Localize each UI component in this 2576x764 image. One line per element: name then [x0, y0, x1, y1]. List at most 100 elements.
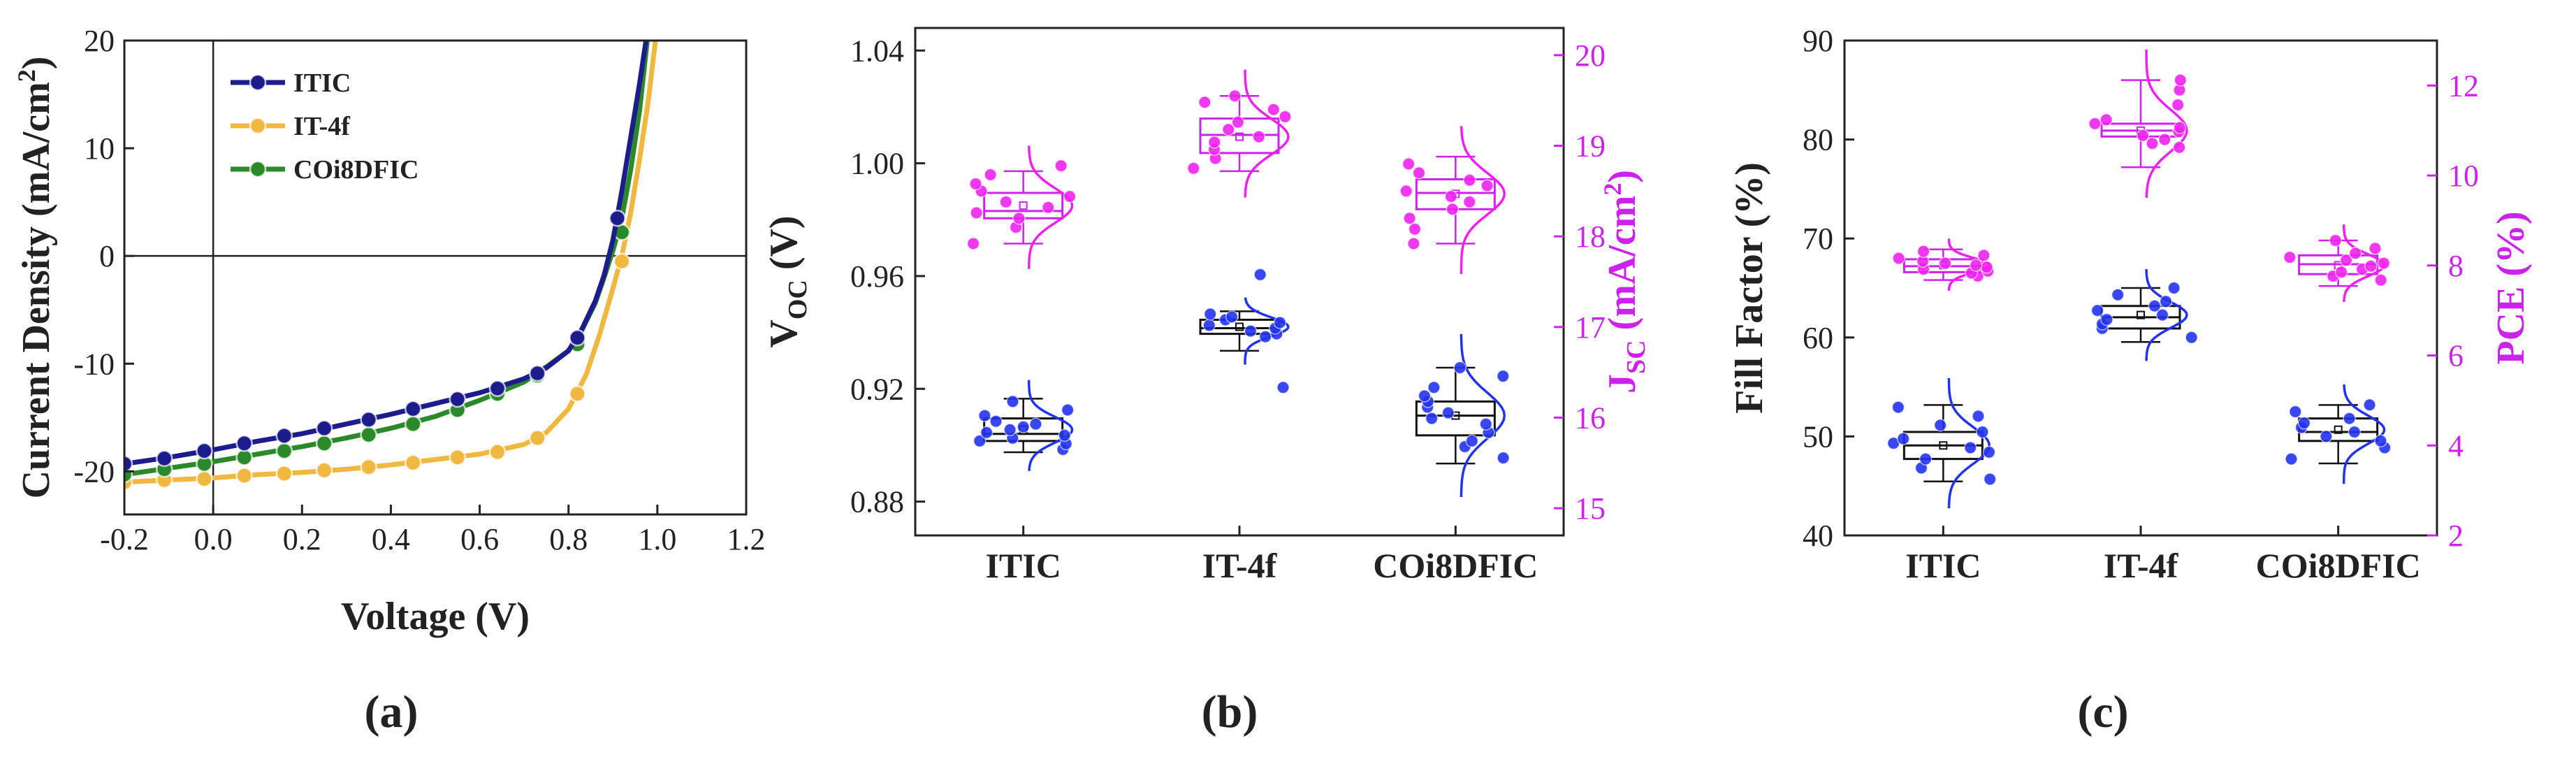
ff-data-point: [2136, 129, 2150, 143]
panel-b: 0.88 0.92 0.96 1.00 1.04 15 16 17 18 19 20 ITIC IT-4…: [762, 27, 1651, 737]
ff-data-point: [2364, 259, 2378, 273]
pce-data-point: [2155, 308, 2169, 322]
voc-data-point: [1203, 308, 1217, 321]
voc-data-point: [1017, 420, 1030, 433]
jsc-data-point: [1267, 103, 1281, 116]
pce-data-point: [2320, 430, 2333, 443]
jsc-distribution-curve: [1244, 69, 1290, 198]
data-point-it-4f: [449, 449, 467, 466]
panel-a-series: [124, 41, 658, 491]
jsc-data-point: [1399, 185, 1413, 198]
jsc-data-point: [1444, 189, 1458, 203]
data-point-coi8dfic: [235, 449, 253, 466]
voc-data-point: [1418, 389, 1432, 403]
pce-data-point: [2100, 312, 2113, 326]
panel-b-letter: (b): [1202, 686, 1258, 737]
jsc-data-point: [1402, 157, 1416, 171]
jsc-data-point: [1063, 189, 1077, 203]
jsc-data-point: [1407, 237, 1420, 250]
y-tick-label: 10: [84, 131, 115, 166]
data-point-it-4f: [404, 454, 422, 472]
pce-data-point: [2159, 295, 2173, 308]
jsc-mean-marker: [1235, 132, 1244, 141]
panel-a-legend: ITIC IT-4f COi8DFIC: [231, 69, 419, 185]
data-point-coi8dfic: [360, 426, 377, 444]
jsc-data-point: [1222, 122, 1235, 136]
ff-data-point: [1980, 261, 1993, 274]
left-tick-label: 0.92: [850, 372, 904, 406]
voc-data-point: [1029, 417, 1042, 431]
pce-data-point: [2363, 398, 2376, 412]
ff-data-point: [2158, 133, 2171, 146]
data-point-itic: [315, 419, 333, 437]
voc-distribution-curve: [1460, 333, 1506, 498]
jsc-data-point: [970, 206, 983, 219]
pce-data-point: [1982, 445, 1996, 459]
left-tick-label: 70: [1803, 222, 1833, 256]
x-tick-label: 1.0: [638, 522, 676, 556]
data-point-it-4f: [488, 443, 507, 461]
voc-data-point: [1479, 417, 1493, 431]
right-tick-label: 17: [1575, 310, 1606, 345]
ff-data-point: [1892, 252, 1905, 265]
data-point-it-4f: [613, 252, 631, 271]
panel-b-left-label-main: V: [762, 319, 806, 347]
jsc-mean-marker: [1019, 201, 1028, 210]
pce-data-point: [2111, 288, 2125, 301]
right-tick-label: 2: [2448, 519, 2464, 553]
voc-data-point: [978, 409, 991, 422]
right-tick-label: 16: [1575, 401, 1606, 435]
voc-mean-marker: [1235, 322, 1244, 331]
panel-b-right-axis-label: JSC (mA/cm2): [1599, 170, 1651, 394]
pce-mean-marker: [2334, 425, 2343, 434]
ff-data-point: [2100, 113, 2113, 127]
pce-data-point: [1976, 425, 1989, 439]
data-point-itic: [528, 364, 546, 382]
pce-mean-marker: [2137, 310, 2145, 319]
right-tick-label: 20: [1575, 38, 1606, 73]
voc-data-point: [1253, 268, 1267, 282]
jsc-distribution-curve: [1027, 145, 1074, 269]
jsc-data-point: [1463, 173, 1476, 187]
voc-data-point: [989, 415, 1003, 428]
panel-c-right-axis-label: PCE (%): [2489, 211, 2533, 364]
pce-data-point: [2285, 452, 2298, 466]
data-point-it-4f: [528, 429, 546, 447]
jsc-data-point: [1207, 136, 1221, 149]
panel-b-left-label-sub: OC: [783, 280, 813, 319]
y-tick-label: 0: [99, 239, 115, 273]
data-point-itic: [155, 449, 173, 468]
x-tick-label: 0.8: [549, 522, 588, 556]
right-tick-label: 4: [2448, 428, 2464, 463]
voc-distribution-curve: [1027, 380, 1074, 471]
x-tick-label: 1.2: [727, 522, 766, 556]
pce-data-point: [1963, 441, 1977, 454]
category-label: IT-4f: [1202, 546, 1278, 585]
panel-a: -0.2 0.0 0.2 0.4 0.6 0.8 1.0 1.2 20 10 0 -10 -20 ITI…: [13, 24, 766, 737]
voc-data-point: [1003, 423, 1017, 437]
category-label: COi8DFIC: [2256, 546, 2421, 585]
ff-data-point: [2348, 247, 2362, 260]
panel-b-right-label-main: J: [1601, 374, 1644, 394]
pce-data-point: [2148, 299, 2162, 312]
pce-data-point: [2167, 281, 2181, 295]
panel-a-y-label-close: ): [15, 57, 58, 70]
data-point-it-4f: [235, 467, 253, 484]
data-point-itic: [275, 427, 293, 445]
right-tick-label: 6: [2448, 339, 2464, 373]
voc-data-point: [1258, 330, 1272, 343]
jsc-data-point: [1187, 161, 1200, 175]
data-point-itic: [196, 442, 213, 460]
jsc-data-point: [969, 177, 982, 191]
right-tick-label: 12: [2448, 69, 2479, 103]
data-point-itic: [449, 390, 467, 408]
voc-data-point: [1058, 428, 1071, 442]
panel-a-zero-lines: [124, 41, 746, 514]
ff-data-point: [1939, 257, 1952, 270]
pce-distribution-curve: [1947, 377, 1991, 509]
jsc-data-point: [999, 195, 1013, 209]
category-label: IT-4f: [2104, 546, 2179, 585]
jsc-data-point: [1463, 195, 1476, 209]
data-point-it-4f: [315, 461, 333, 480]
x-tick-label: 0.2: [283, 522, 321, 556]
